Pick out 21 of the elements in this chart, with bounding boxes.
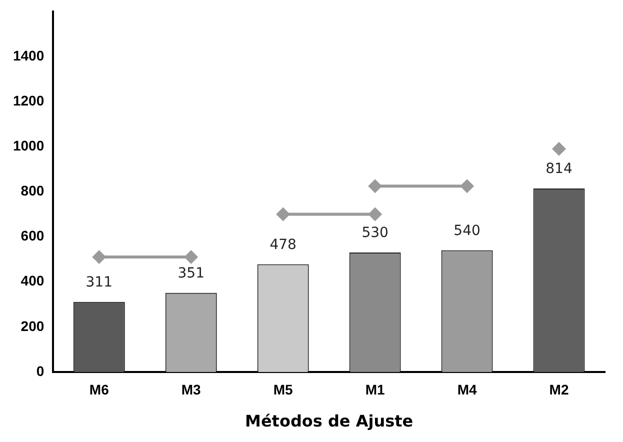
y-tick-label: 400	[20, 272, 44, 289]
data-label: 311	[86, 274, 112, 291]
x-tick-label: M2	[549, 381, 569, 398]
x-axis-title: Métodos de Ajuste	[245, 412, 414, 431]
y-tick-label: 1000	[12, 137, 44, 154]
y-tick-label: 0	[36, 362, 44, 379]
y-tick-label: 1200	[12, 92, 44, 108]
x-tick-label: M5	[273, 381, 294, 398]
x-tick-label: M4	[457, 381, 477, 398]
data-label: 351	[178, 266, 204, 282]
data-label: 478	[270, 236, 296, 253]
y-tick-label: 200	[20, 318, 44, 334]
y-tick-label: 800	[20, 182, 44, 199]
y-tick-label: 1400	[12, 47, 44, 64]
data-label: 540	[454, 222, 480, 239]
x-tick-label: M6	[89, 381, 110, 398]
y-tick-label: 600	[20, 228, 44, 244]
x-tick-label: M1	[365, 381, 385, 398]
x-tick-label: M3	[181, 381, 202, 398]
data-label: 530	[362, 225, 388, 242]
data-label: 814	[546, 161, 572, 178]
